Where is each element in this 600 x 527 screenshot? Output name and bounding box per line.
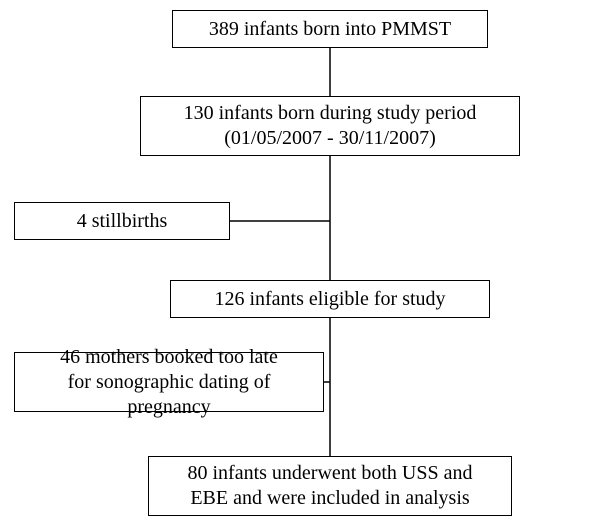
- node-text: for sonographic dating of pregnancy: [25, 370, 313, 420]
- node-text: 80 infants underwent both USS and: [188, 461, 473, 486]
- node-text: 389 infants born into PMMST: [209, 17, 451, 42]
- node-text: 46 mothers booked too late: [60, 345, 278, 370]
- node-text: 130 infants born during study period: [184, 101, 477, 126]
- node-stillbirths: 4 stillbirths: [14, 202, 230, 240]
- node-text: (01/05/2007 - 30/11/2007): [224, 126, 435, 151]
- node-text: EBE and were included in analysis: [190, 486, 469, 511]
- flow-connectors: [0, 0, 600, 527]
- node-study-period: 130 infants born during study period (01…: [140, 96, 520, 156]
- node-late-booking: 46 mothers booked too late for sonograph…: [14, 352, 324, 412]
- node-final-sample: 80 infants underwent both USS and EBE an…: [148, 456, 512, 516]
- node-total-infants: 389 infants born into PMMST: [172, 10, 488, 48]
- node-text: 126 infants eligible for study: [214, 287, 445, 312]
- node-text: 4 stillbirths: [77, 209, 168, 234]
- node-eligible: 126 infants eligible for study: [170, 280, 490, 318]
